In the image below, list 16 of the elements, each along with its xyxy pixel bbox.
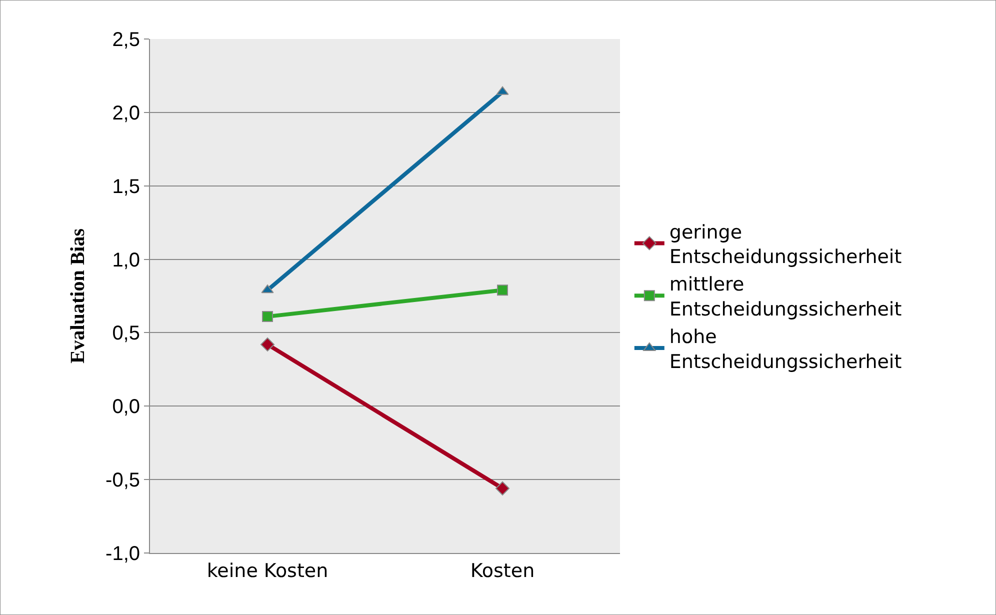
y-tick-label: 2,0 — [112, 102, 140, 124]
legend-label: hohe Entscheidungssicherheit — [669, 326, 902, 373]
x-tick-label: keine Kosten — [206, 560, 328, 582]
y-tick-label: 0,5 — [112, 322, 140, 345]
y-tick-label: 1,5 — [112, 176, 140, 198]
y-tick-label: -1,0 — [106, 543, 140, 565]
y-tick-label: 2,5 — [112, 29, 140, 51]
point — [497, 284, 508, 296]
point — [496, 481, 510, 496]
y-tick-label: 0,0 — [112, 396, 140, 418]
y-tick-label: -0,5 — [106, 470, 140, 492]
y-axis-title: Evaluation Bias — [67, 228, 90, 364]
point — [260, 337, 274, 352]
y-tick-label: 1,0 — [112, 249, 140, 272]
point — [262, 311, 273, 322]
x-tick-label: Kosten — [470, 560, 535, 582]
